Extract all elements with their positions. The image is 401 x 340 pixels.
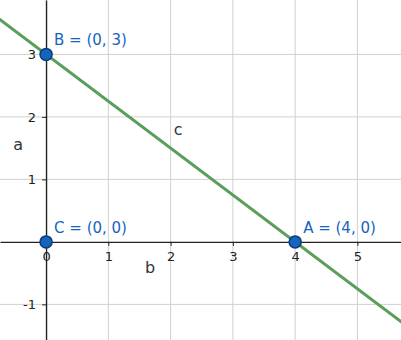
- tick-label: 2: [28, 110, 36, 125]
- grid-line: [232, 0, 233, 340]
- tick-label: 1: [28, 172, 36, 187]
- annotation: b: [145, 258, 155, 277]
- tick-mark: [357, 242, 358, 246]
- grid-line: [0, 116, 401, 117]
- tick-label: 3: [28, 47, 36, 62]
- tick-label: 4: [292, 249, 300, 264]
- grid-line: [170, 0, 171, 340]
- tick-mark: [171, 242, 172, 246]
- axis-line: [1, 242, 401, 243]
- tick: 3: [229, 242, 237, 264]
- tick-label: 2: [167, 249, 175, 264]
- grid-line: [0, 54, 401, 55]
- grid-line: [108, 0, 109, 340]
- grid-line: [0, 304, 401, 305]
- tick-label: 1: [105, 249, 113, 264]
- grid-line: [0, 179, 401, 180]
- tick: 5: [354, 242, 362, 264]
- point: [40, 236, 52, 248]
- tick: 2: [167, 242, 175, 264]
- x-axis: 012345: [1, 242, 401, 264]
- point-label: B = (0, 3): [54, 31, 127, 49]
- tick-mark: [42, 179, 46, 180]
- point-label: C = (0, 0): [54, 219, 127, 237]
- tick-mark: [233, 242, 234, 246]
- tick: 1: [28, 172, 46, 187]
- tick-label: 5: [354, 249, 362, 264]
- tick: 1: [105, 242, 113, 264]
- tick-mark: [108, 242, 109, 246]
- tick-mark: [42, 117, 46, 118]
- tick-label: -1: [23, 297, 36, 312]
- annotation: c: [174, 120, 183, 139]
- tick-label: 3: [229, 249, 237, 264]
- point: [40, 48, 52, 60]
- tick-mark: [42, 304, 46, 305]
- tick: -1: [23, 297, 46, 312]
- line: [0, 8, 401, 336]
- point: [289, 236, 301, 248]
- grid-line: [295, 0, 296, 340]
- chart: 012345-1123A = (4, 0)B = (0, 3)C = (0, 0…: [0, 0, 401, 340]
- labels: A = (4, 0) B = (0, 3) C = (0, 0) a b c: [13, 31, 376, 276]
- tick: 2: [28, 110, 46, 125]
- plot-area: [0, 8, 401, 336]
- annotation: a: [13, 135, 23, 154]
- point-label: A = (4, 0): [303, 219, 376, 237]
